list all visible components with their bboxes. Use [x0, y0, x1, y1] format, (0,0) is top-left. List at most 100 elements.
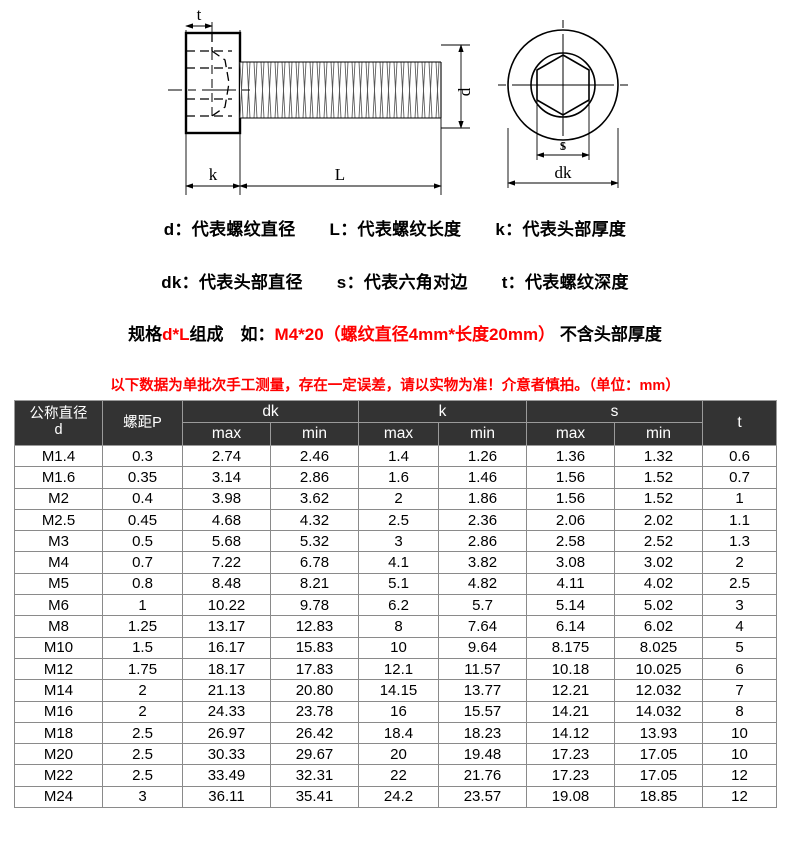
cell-k-max: 3	[358, 530, 439, 553]
cell-s-max: 10.18	[526, 657, 615, 681]
cell-t-min: 10	[702, 721, 777, 745]
legend-sep-s: ：	[346, 273, 364, 292]
cell-k-max: 6.2	[358, 594, 439, 617]
cell-k-max: 10	[358, 636, 439, 659]
cell-s-min: 14.032	[614, 700, 703, 723]
cell-k-max: 12.1	[358, 657, 439, 681]
cell-s-max: 1.36	[526, 444, 615, 468]
cell-k-max: 24.2	[358, 785, 439, 809]
cell-k-max: 14.15	[358, 679, 439, 702]
cell-s-max: 6.14	[526, 615, 615, 638]
cell-k-min: 7.64	[438, 615, 527, 638]
cell-t-min: 12	[702, 785, 777, 809]
cell-dk-max: 30.33	[182, 743, 271, 766]
cell-dk-min: 17.83	[270, 657, 359, 681]
cell-pitch: 3	[102, 785, 183, 809]
cell-s-max: 17.23	[526, 764, 615, 787]
cell-k-min: 11.57	[438, 657, 527, 681]
cell-k-min: 15.57	[438, 700, 527, 723]
cell-dk-min: 8.21	[270, 572, 359, 596]
legend-entry-k: k：代表头部厚度	[495, 215, 626, 240]
legend-sep-k: ：	[505, 220, 523, 239]
cell-s-min: 6.02	[614, 615, 703, 638]
cell-t-min: 1	[702, 487, 777, 510]
legend-sep-d: ：	[174, 220, 192, 239]
cell-s-max: 3.08	[526, 551, 615, 574]
table-header-row-groups: 公称直径 d 螺距P dk k s t	[14, 400, 777, 446]
header-pitch: 螺距P	[102, 400, 183, 446]
screw-technical-drawing: t k L d s dk	[168, 5, 628, 195]
cell-dk-min: 6.78	[270, 551, 359, 574]
legend-symbol-s: s	[336, 273, 347, 292]
legend-sep-t: ：	[507, 273, 525, 292]
cell-k-min: 1.46	[438, 466, 527, 489]
cell-k-min: 23.57	[438, 785, 527, 809]
cell-k-max: 2.5	[358, 508, 439, 532]
header-dk: dk	[182, 400, 359, 423]
cell-dk-min: 32.31	[270, 764, 359, 787]
cell-k-min: 1.26	[438, 444, 527, 468]
table-row: M24 3 36.11 35.41 24.2 23.57 19.08 18.85 12	[14, 785, 777, 809]
cell-size: M1.6	[14, 466, 103, 489]
cell-pitch: 1.25	[102, 615, 183, 638]
dim-label-t: t	[197, 5, 202, 24]
cell-k-min: 9.64	[438, 636, 527, 659]
cell-t-min: 6	[702, 657, 777, 681]
cell-t-min: 10	[702, 743, 777, 766]
screw-dimension-table: 公称直径 d 螺距P dk k s t max min max min max …	[14, 400, 777, 809]
cell-k-min: 2.36	[438, 508, 527, 532]
cell-size: M24	[14, 785, 103, 809]
legend-entry-dk: dk：代表头部直径	[161, 268, 303, 293]
legend-text-dk: 代表头部直径	[198, 273, 303, 292]
cell-t-min: 4	[702, 615, 777, 638]
cell-s-min: 8.025	[614, 636, 703, 659]
cell-s-min: 1.32	[614, 444, 703, 468]
subheader-dk-max: max	[182, 422, 271, 446]
cell-size: M2	[14, 487, 103, 510]
table-row: M6 1 10.22 9.78 6.2 5.7 5.14 5.02 3	[14, 594, 777, 617]
cell-dk-max: 18.17	[182, 657, 271, 681]
cell-pitch: 0.3	[102, 444, 183, 468]
cell-size: M1.4	[14, 444, 103, 468]
cell-k-min: 18.23	[438, 721, 527, 745]
table-row: M1.4 0.3 2.74 2.46 1.4 1.26 1.36 1.32 0.6	[14, 444, 777, 468]
table-row: M16 2 24.33 23.78 16 15.57 14.21 14.032 8	[14, 700, 777, 723]
cell-size: M14	[14, 679, 103, 702]
cell-pitch: 0.4	[102, 487, 183, 510]
spec-format-line: 规格d*L组成 如：M4*20（螺纹直径4mm*长度20mm） 不含头部厚度	[0, 320, 790, 345]
dim-label-d: d	[455, 87, 474, 96]
table-header-row-subs: max min max min max min	[15, 422, 777, 446]
cell-dk-max: 21.13	[182, 679, 271, 702]
dim-label-L: L	[335, 165, 345, 184]
cell-dk-min: 26.42	[270, 721, 359, 745]
cell-pitch: 2.5	[102, 764, 183, 787]
spec-prefix: 规格	[128, 325, 163, 344]
cell-s-max: 2.06	[526, 508, 615, 532]
header-nominal-diameter: 公称直径 d	[14, 400, 103, 446]
cell-k-max: 20	[358, 743, 439, 766]
table-row: M12 1.75 18.17 17.83 12.1 11.57 10.18 10.025 6	[14, 657, 777, 681]
cell-size: M2.5	[14, 508, 103, 532]
cell-dk-min: 2.86	[270, 466, 359, 489]
legend-text-t: 代表螺纹深度	[524, 273, 629, 292]
cell-dk-max: 2.74	[182, 444, 271, 468]
cell-t-min: 2.5	[702, 572, 777, 596]
subheader-k-min: min	[438, 422, 527, 446]
cell-t-min: 2	[702, 551, 777, 574]
cell-pitch: 1	[102, 594, 183, 617]
cell-k-min: 1.86	[438, 487, 527, 510]
legend-text-s: 代表六角对边	[363, 273, 468, 292]
cell-s-min: 2.52	[614, 530, 703, 553]
legend-text-L: 代表螺纹长度	[357, 220, 462, 239]
cell-s-max: 2.58	[526, 530, 615, 553]
legend-entry-s: s：代表六角对边	[337, 268, 468, 293]
header-k: k	[358, 400, 527, 423]
cell-size: M6	[14, 594, 103, 617]
legend-sep-L: ：	[340, 220, 358, 239]
cell-dk-min: 2.46	[270, 444, 359, 468]
dim-label-s: s	[560, 135, 567, 154]
cell-k-min: 13.77	[438, 679, 527, 702]
table-header: 公称直径 d 螺距P dk k s t max min max min max …	[14, 400, 777, 446]
cell-s-min: 17.05	[614, 764, 703, 787]
legend-symbol-k: k	[495, 220, 506, 239]
